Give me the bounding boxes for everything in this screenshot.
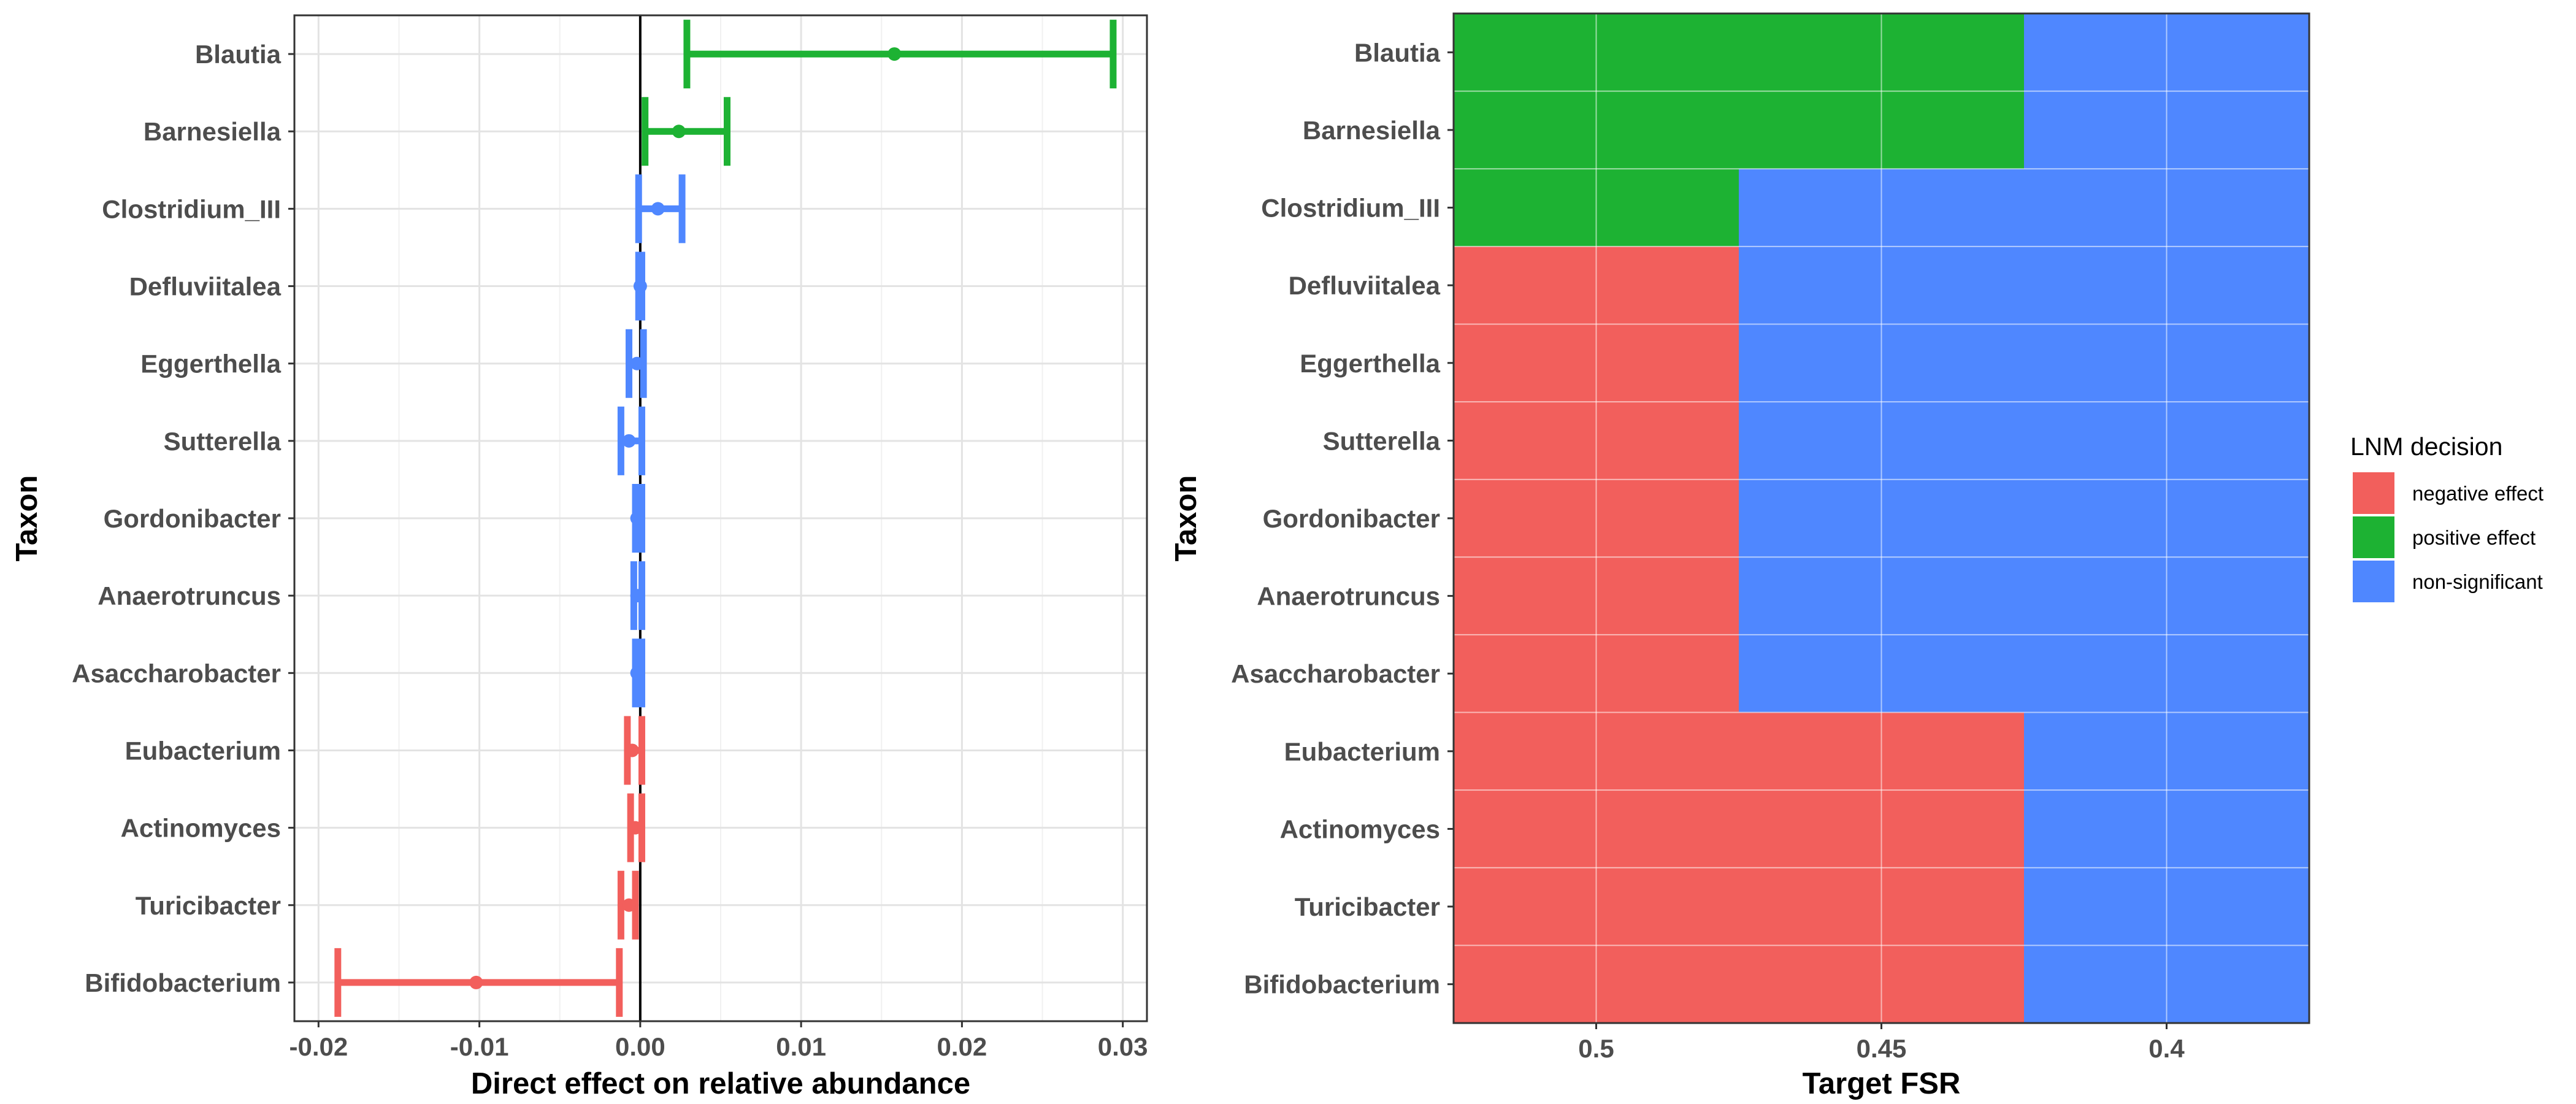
errorbar-bifidobacterium: [334, 948, 623, 1017]
y-tick-label: Eubacterium: [125, 736, 281, 765]
legend-key-non-significant: [2353, 561, 2394, 602]
point-estimate: [630, 666, 644, 680]
x-tick-label: 0.03: [1098, 1032, 1148, 1061]
point-estimate: [469, 975, 483, 989]
errorbar-defluviitalea: [633, 251, 647, 321]
point-estimate: [630, 356, 644, 370]
y-tick-label: Actinomyces: [1280, 815, 1440, 843]
x-tick-label: 0.45: [1857, 1034, 1907, 1063]
y-tick-label: Blautia: [195, 40, 282, 69]
point-estimate: [622, 434, 636, 448]
y-tick-label: Defluviitalea: [1289, 271, 1441, 300]
x-tick-label: 0.02: [937, 1032, 987, 1061]
y-tick-label: Sutterella: [164, 427, 282, 456]
errorbar-clostridium-iii: [635, 174, 686, 243]
point-estimate: [622, 898, 636, 912]
x-tick-label: 0.01: [776, 1032, 826, 1061]
y-tick-label: Clostridium_III: [1261, 194, 1440, 223]
y-tick-label: Clostridium_III: [102, 194, 281, 223]
legend-key-positive-effect: [2353, 516, 2394, 558]
point-estimate: [887, 47, 902, 61]
y-tick-label: Turicibacter: [1295, 892, 1440, 921]
errorbar-eggerthella: [626, 329, 647, 398]
legend-label: non-significant: [2412, 570, 2543, 593]
x-tick-label: 0.4: [2149, 1034, 2185, 1063]
point-estimate: [625, 743, 639, 757]
errorbar-sutterella: [617, 406, 645, 475]
y-tick-label: Defluviitalea: [129, 272, 282, 301]
errorbar-actinomyces: [627, 793, 645, 862]
x-tick-label: 0.5: [1578, 1034, 1614, 1063]
y-tick-label: Blautia: [1354, 38, 1441, 67]
y-tick-label: Anaerotruncus: [98, 581, 281, 610]
legend-key-negative-effect: [2353, 472, 2394, 514]
y-tick-label: Gordonibacter: [1263, 504, 1440, 533]
x-tick-label: -0.02: [289, 1032, 348, 1061]
forest-plot-panel: Blautia Barnesiella Clostridium_III Defluvi…: [10, 14, 1148, 1100]
y-tick-label: Bifidobacterium: [85, 968, 281, 997]
legend-label: positive effect: [2412, 526, 2536, 549]
y-tick-label: Eggerthella: [1300, 349, 1440, 378]
y-tick-label: Sutterella: [1323, 426, 1441, 455]
y-tick-label: Bifidobacterium: [1244, 970, 1440, 999]
point-estimate: [651, 202, 665, 216]
x-tick-label: 0.00: [615, 1032, 665, 1061]
errorbar-turicibacter: [617, 870, 639, 940]
y-axis-title: Taxon: [10, 475, 44, 562]
legend: LNM decision negative effect positive effe…: [2350, 432, 2543, 602]
errorbar-eubacterium: [624, 716, 645, 785]
point-estimate: [672, 125, 686, 139]
x-tick-label: -0.01: [450, 1032, 509, 1061]
errorbar-asaccharobacter: [630, 638, 645, 708]
y-tick-label: Asaccharobacter: [1231, 659, 1440, 688]
y-tick-label: Eubacterium: [1284, 737, 1440, 766]
y-tick-label: Eggerthella: [140, 350, 281, 378]
point-estimate: [630, 512, 644, 525]
y-tick-label: Asaccharobacter: [72, 659, 281, 688]
legend-label: negative effect: [2412, 482, 2543, 505]
y-tick-label: Actinomyces: [121, 814, 281, 843]
x-axis-title: Target FSR: [1803, 1067, 1961, 1100]
y-tick-label: Gordonibacter: [104, 504, 281, 533]
y-tick-label: Barnesiella: [1303, 116, 1441, 145]
errorbar-gordonibacter: [630, 484, 645, 553]
errorbar-anaerotruncus: [630, 561, 645, 631]
fsr-heatmap-panel: Blautia Barnesiella Clostridium_III Defluvi…: [1170, 12, 2310, 1100]
y-axis-title: Taxon: [1170, 475, 1203, 562]
point-estimate: [633, 279, 647, 293]
y-tick-label: Turicibacter: [136, 891, 281, 920]
legend-title: LNM decision: [2350, 432, 2502, 461]
errorbar-blautia: [683, 20, 1117, 89]
y-tick-label: Anaerotruncus: [1257, 582, 1440, 611]
y-tick-label: Barnesiella: [144, 117, 282, 146]
x-axis-title: Direct effect on relative abundance: [471, 1067, 970, 1100]
point-estimate: [629, 821, 642, 835]
point-estimate: [630, 589, 644, 603]
errorbar-barnesiella: [642, 97, 730, 166]
